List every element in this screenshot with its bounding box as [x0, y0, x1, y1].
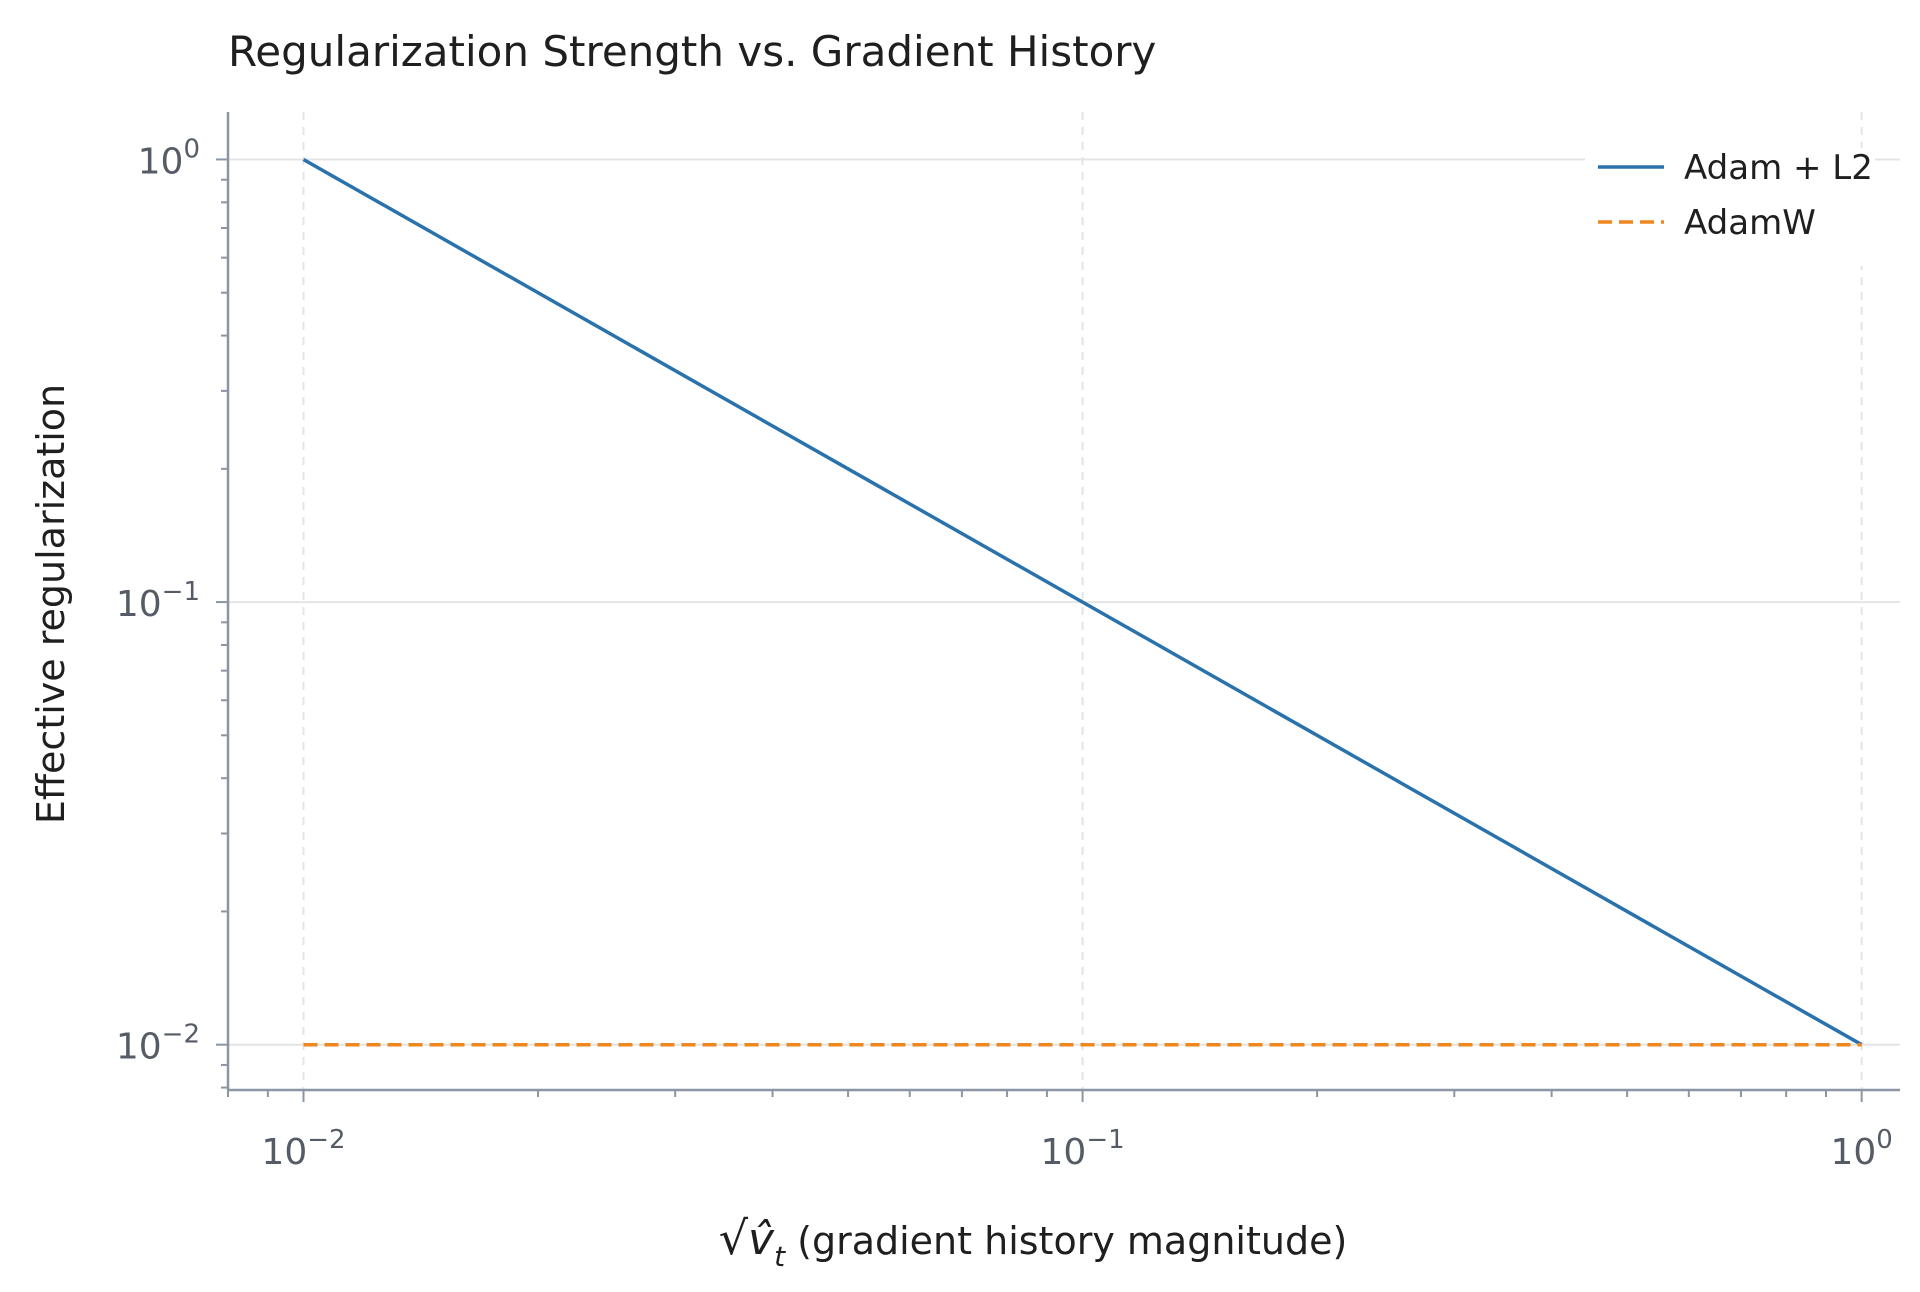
tick-labels: 10−2 10−1 100 10−2 10−1 100 [116, 134, 1893, 1173]
x-tick-label-1: 10−1 [1041, 1125, 1125, 1173]
y-tick-label-1: 10−1 [116, 577, 200, 625]
x-axis-label-text: (gradient history magnitude) [785, 1219, 1347, 1263]
minor-ticks [216, 158, 1863, 1102]
y-tick-label-0: 10−2 [116, 1020, 200, 1068]
y-axis-label: Effective regularization [29, 384, 73, 824]
y-tick-label-2: 100 [138, 134, 200, 182]
subscript-t: t [774, 1240, 786, 1273]
legend-label-adamw: AdamW [1684, 203, 1816, 243]
legend-label-adam-l2: Adam + L2 [1684, 148, 1873, 188]
x-tick-label-0: 10−2 [261, 1125, 345, 1173]
x-tick-label-2: 100 [1830, 1125, 1892, 1173]
series-group [302, 157, 1863, 1047]
v-hat-symbol: v̂ [748, 1214, 775, 1265]
sqrt-sign: √ [719, 1211, 749, 1265]
x-axis-label: √v̂t (gradient history magnitude) [719, 1211, 1348, 1273]
legend: Adam + L2 AdamW [1585, 148, 1875, 266]
axes [226, 112, 1900, 1092]
series-line-0 [302, 157, 1863, 1047]
chart-title: Regularization Strength vs. Gradient His… [228, 27, 1156, 76]
